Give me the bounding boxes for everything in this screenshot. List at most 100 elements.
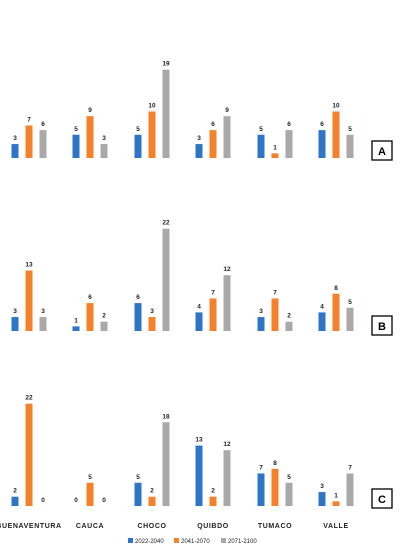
bar-C-3-2 <box>223 450 231 506</box>
bar-C-1-1 <box>86 482 94 506</box>
bar-B-1-2 <box>100 321 108 331</box>
data-label: 5 <box>259 126 263 133</box>
bar-A-2-1 <box>148 111 156 158</box>
data-label: 1 <box>334 492 338 499</box>
bar-A-2-2 <box>162 69 170 158</box>
data-label: 18 <box>162 413 170 420</box>
category-label: BUENAVENTURA <box>0 523 62 530</box>
data-label: 5 <box>348 299 352 306</box>
data-label: 10 <box>332 103 340 110</box>
data-label: 22 <box>162 220 170 227</box>
data-label: 3 <box>197 135 201 142</box>
category-label: TUMACO <box>258 523 292 530</box>
bar-C-5-0 <box>318 492 326 506</box>
bar-C-2-0 <box>134 482 142 506</box>
category-label: VALLE <box>323 523 348 530</box>
bar-A-1-0 <box>72 134 80 158</box>
data-label: 12 <box>223 266 231 273</box>
bar-A-0-2 <box>39 130 47 158</box>
data-label: 4 <box>320 303 324 310</box>
bar-A-3-0 <box>195 144 203 158</box>
data-label: 3 <box>320 483 324 490</box>
bar-B-0-0 <box>11 317 19 331</box>
bar-B-5-2 <box>346 307 354 331</box>
bar-A-3-1 <box>209 130 217 158</box>
data-label: 1 <box>74 317 78 324</box>
bar-B-5-0 <box>318 312 326 331</box>
data-label: 6 <box>88 294 92 301</box>
data-label: 3 <box>259 308 263 315</box>
data-label: 7 <box>211 289 215 296</box>
data-label: 5 <box>88 474 92 481</box>
bar-A-0-0 <box>11 144 19 158</box>
bar-B-4-0 <box>257 317 265 331</box>
panel-label: B <box>378 321 386 333</box>
bar-B-1-0 <box>72 326 80 331</box>
data-label: 2 <box>211 488 215 495</box>
data-label: 19 <box>162 61 170 68</box>
data-label: 8 <box>273 460 277 467</box>
data-label: 2 <box>13 488 17 495</box>
bar-C-5-1 <box>332 501 340 506</box>
data-label: 3 <box>41 308 45 315</box>
data-label: 5 <box>136 126 140 133</box>
legend-swatch <box>174 538 179 543</box>
bar-B-4-2 <box>285 321 293 331</box>
panel-label-box <box>371 488 393 509</box>
data-label: 3 <box>13 308 17 315</box>
bar-A-1-2 <box>100 144 108 158</box>
data-label: 5 <box>136 474 140 481</box>
legend-swatch <box>221 538 226 543</box>
bar-A-0-1 <box>25 125 33 158</box>
bar-B-2-0 <box>134 303 142 331</box>
bar-A-3-2 <box>223 116 231 158</box>
data-label: 0 <box>41 497 45 504</box>
data-label: 13 <box>25 262 33 269</box>
data-label: 7 <box>259 464 263 471</box>
panel-label: A <box>378 146 386 158</box>
legend-label: 2041-2070 <box>181 539 210 545</box>
bar-B-0-1 <box>25 270 33 331</box>
bar-B-4-1 <box>271 298 279 331</box>
bar-C-0-1 <box>25 403 33 506</box>
legend-label: 2071-2100 <box>228 539 257 545</box>
data-label: 10 <box>148 103 156 110</box>
category-label: QUIBDO <box>197 523 229 530</box>
legend-swatch <box>128 538 133 543</box>
data-label: 12 <box>223 441 231 448</box>
bar-C-2-1 <box>148 496 156 506</box>
data-label: 1 <box>273 144 277 151</box>
bar-C-4-1 <box>271 468 279 506</box>
bar-A-5-2 <box>346 134 354 158</box>
bar-B-3-0 <box>195 312 203 331</box>
bar-B-3-1 <box>209 298 217 331</box>
category-label: CHOCO <box>137 523 166 530</box>
panel-label: C <box>378 494 386 506</box>
data-label: 7 <box>27 116 31 123</box>
bar-B-2-2 <box>162 228 170 331</box>
bar-B-3-2 <box>223 275 231 331</box>
bar-A-1-1 <box>86 116 94 158</box>
bar-C-5-2 <box>346 473 354 506</box>
bar-B-2-1 <box>148 317 156 331</box>
category-label: CAUCA <box>76 523 104 530</box>
data-label: 6 <box>41 121 45 128</box>
bar-A-4-2 <box>285 130 293 158</box>
data-label: 2 <box>102 313 106 320</box>
data-label: 5 <box>348 126 352 133</box>
data-label: 5 <box>287 474 291 481</box>
data-label: 0 <box>74 497 78 504</box>
bar-A-5-1 <box>332 111 340 158</box>
bar-A-4-1 <box>271 153 279 158</box>
panel-label-box <box>371 315 393 336</box>
data-label: 9 <box>88 107 92 114</box>
bar-C-3-0 <box>195 445 203 506</box>
bar-B-0-2 <box>39 317 47 331</box>
data-label: 22 <box>25 395 33 402</box>
data-label: 9 <box>225 107 229 114</box>
data-label: 3 <box>150 308 154 315</box>
data-label: 7 <box>348 464 352 471</box>
data-label: 6 <box>136 294 140 301</box>
data-label: 3 <box>102 135 106 142</box>
